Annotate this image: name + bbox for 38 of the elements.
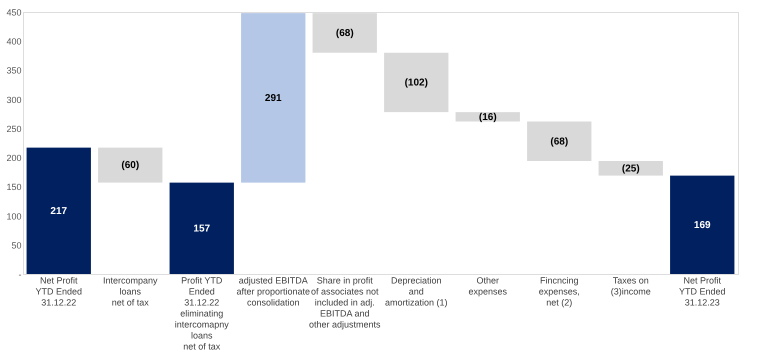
y-tick-label: 50 xyxy=(11,240,22,250)
x-tick-label: adjusted EBITDA after proportionate consolidation xyxy=(236,276,310,308)
y-tick-label: 400 xyxy=(6,36,22,47)
bar xyxy=(384,52,448,112)
y-tick-label: 450 xyxy=(6,8,22,18)
y-tick-label: 300 xyxy=(6,94,22,105)
y-tick-label: 350 xyxy=(6,66,22,76)
bar xyxy=(598,161,663,176)
x-tick-label: Profit YTD Ended 31.12.22 eliminating intercomapny loans net of tax xyxy=(174,276,230,352)
y-tick-label: 200 xyxy=(6,153,22,164)
x-tick-label: Depreciation and amortization (1) xyxy=(384,276,448,308)
y-tick-label: 100 xyxy=(6,211,22,222)
data-label: (68) xyxy=(336,28,354,39)
bar xyxy=(170,182,234,274)
data-label: 291 xyxy=(264,92,282,104)
x-tick-label: Taxes on (3)income xyxy=(610,276,651,296)
bar xyxy=(98,148,162,183)
data-label: 169 xyxy=(694,220,712,231)
y-tick-label: 250 xyxy=(6,124,22,134)
x-tick-label: Fincncing expenses, net (2) xyxy=(538,276,580,308)
bar xyxy=(241,13,306,183)
x-tick-label: Net Profit YTD Ended 31.12.23 xyxy=(678,276,726,308)
data-label: (102) xyxy=(404,77,428,88)
data-label: (25) xyxy=(622,163,640,174)
x-tick-label: Intercompany loans net of tax xyxy=(102,276,158,308)
data-label: 217 xyxy=(50,206,68,217)
data-label: 157 xyxy=(193,223,211,234)
bar xyxy=(26,148,91,274)
bar xyxy=(670,176,734,274)
data-label: (68) xyxy=(550,136,568,148)
x-tick-label: Share in profit of associates not included in adj. EBITDA and other adjustments xyxy=(308,276,382,330)
x-tick-label: Other expenses xyxy=(468,276,508,296)
x-tick-label: Net Profit YTD Ended 31.12.22 xyxy=(35,276,82,308)
data-label: (60) xyxy=(121,160,140,172)
bar xyxy=(527,121,592,162)
y-tick-label: - xyxy=(18,270,22,280)
y-tick-label: 150 xyxy=(6,182,22,192)
data-label: (16) xyxy=(478,112,497,123)
